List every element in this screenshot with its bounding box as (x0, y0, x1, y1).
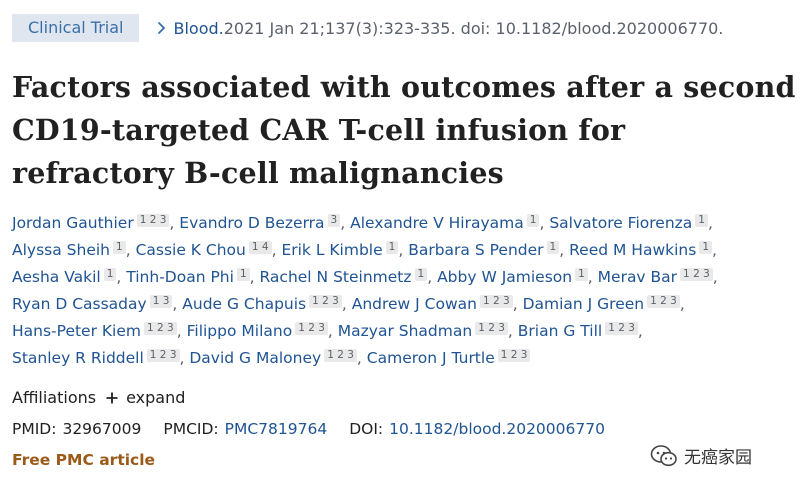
affiliation-number-badge[interactable]: 3 (327, 214, 341, 227)
author-item: Reed M Hawkins 1, (569, 241, 717, 260)
author-name-link[interactable]: Hans-Peter Kiem (12, 322, 141, 341)
author-name-link[interactable]: Filippo Milano (186, 322, 293, 341)
affiliation-number-badge[interactable]: 1 (546, 241, 560, 255)
author-item: Jordan Gauthier 1 2 3, (12, 214, 175, 232)
author-name-link[interactable]: Cameron J Turtle (366, 349, 495, 368)
affiliation-number-badge[interactable]: 1 2 3 (605, 322, 638, 336)
identifiers-row: PMID: 32967009 PMCID: PMC7819764 DOI: 10.1182… (12, 420, 605, 438)
affiliation-number-badge[interactable]: 1 2 3 (295, 322, 328, 336)
pmid-label: PMID: (12, 420, 57, 438)
author-item: Ryan D Cassaday 1 3, (12, 295, 178, 314)
author-item: Erik L Kimble 1, (281, 241, 404, 260)
author-item: Mazyar Shadman 1 2 3, (337, 322, 513, 341)
author-name-link[interactable]: David G Maloney (189, 349, 322, 368)
author-name-link[interactable]: Mazyar Shadman (337, 322, 473, 341)
affiliation-number-badge[interactable]: 1 (385, 241, 399, 255)
author-name-link[interactable]: Salvatore Fiorenza (549, 214, 693, 232)
wechat-logo-icon (650, 444, 678, 468)
affiliation-number-badge[interactable]: 1 4 (248, 241, 272, 255)
affiliation-number-badge[interactable]: 1 (414, 268, 428, 282)
author-name-link[interactable]: Stanley R Riddell (12, 349, 144, 368)
author-item: Merav Bar 1 2 3, (597, 268, 718, 287)
affiliation-number-badge[interactable]: 1 (103, 268, 117, 282)
author-item: Damian J Green 1 2 3, (522, 295, 685, 314)
affiliation-number-badge[interactable]: 1 (526, 214, 540, 227)
affiliations-row: Affiliations expand (12, 388, 185, 407)
publication-type-badge[interactable]: Clinical Trial (12, 14, 140, 42)
citation-text: 2021 Jan 21;137(3):323-335. doi: 10.1182… (223, 18, 724, 38)
author-item: David G Maloney 1 2 3, (189, 349, 362, 368)
author-item: Stanley R Riddell 1 2 3, (12, 349, 185, 368)
affiliation-number-badge[interactable]: 1 (695, 214, 708, 227)
watermark-text: 无癌家园 (684, 448, 752, 468)
affiliation-number-badge[interactable]: 1 3 (149, 295, 173, 309)
author-name-link[interactable]: Merav Bar (597, 268, 678, 287)
author-name-link[interactable]: Jordan Gauthier (12, 214, 134, 232)
author-item: Cameron J Turtle 1 2 3 (367, 349, 531, 367)
watermark: 无癌家园 (650, 443, 752, 468)
author-name-link[interactable]: Brian G Till (517, 322, 603, 341)
doi-label: DOI: (349, 420, 384, 438)
author-name-link[interactable]: Evandro D Bezerra (179, 214, 325, 232)
affiliation-number-badge[interactable]: 1 2 3 (479, 295, 513, 309)
author-name-link[interactable]: Ryan D Cassaday (12, 295, 147, 314)
author-item: Aesha Vakil 1, (12, 268, 122, 287)
pmcid-link[interactable]: PMC7819764 (224, 420, 328, 438)
author-item: Alyssa Sheih 1, (12, 241, 131, 260)
expand-button[interactable]: expand (126, 388, 186, 407)
plus-icon[interactable] (106, 392, 118, 404)
affiliation-number-badge[interactable]: 1 2 3 (647, 295, 680, 309)
affiliation-number-badge[interactable]: 1 2 3 (680, 268, 713, 282)
free-pmc-article-label: Free PMC article (12, 451, 156, 469)
author-name-link[interactable]: Damian J Green (522, 295, 645, 314)
affiliations-label: Affiliations (12, 388, 97, 407)
author-item: Rachel N Steinmetz 1, (259, 268, 433, 287)
author-item: Filippo Milano 1 2 3, (186, 322, 333, 341)
author-name-link[interactable]: Erik L Kimble (281, 241, 383, 260)
affiliation-number-badge[interactable]: 1 2 3 (324, 349, 357, 363)
affiliation-number-badge[interactable]: 1 2 3 (146, 349, 180, 363)
author-item: Aude G Chapuis 1 2 3, (182, 295, 347, 314)
author-name-link[interactable]: Reed M Hawkins (569, 241, 697, 260)
author-item: Salvatore Fiorenza 1, (549, 214, 713, 232)
author-item: Cassie K Chou 1 4, (135, 241, 277, 260)
author-name-link[interactable]: Rachel N Steinmetz (259, 268, 412, 287)
affiliation-number-badge[interactable]: 1 2 3 (144, 322, 177, 336)
author-name-link[interactable]: Barbara S Pender (408, 241, 544, 260)
author-item: Alexandre V Hirayama 1, (350, 214, 545, 232)
article-title: Factors associated with outcomes after a… (12, 70, 796, 190)
affiliation-number-badge[interactable]: 1 (236, 268, 250, 282)
pmid-value: 32967009 (62, 420, 142, 438)
affiliation-number-badge[interactable]: 1 2 3 (475, 322, 508, 336)
author-item: Barbara S Pender 1, (408, 241, 565, 260)
citation-bar: Clinical Trial Blood. 2021 Jan 21;137(3)… (12, 14, 723, 42)
affiliation-number-badge[interactable]: 1 (699, 241, 712, 255)
doi-link[interactable]: 10.1182/blood.2020006770 (389, 420, 605, 438)
affiliation-number-badge[interactable]: 1 2 3 (309, 295, 342, 309)
author-name-link[interactable]: Tinh-Doan Phi (126, 268, 234, 287)
author-name-link[interactable]: Alexandre V Hirayama (350, 214, 524, 232)
chevron-right-icon[interactable] (157, 21, 166, 35)
author-item: Hans-Peter Kiem 1 2 3, (12, 322, 182, 341)
authors-list: Jordan Gauthier 1 2 3, Evandro D Bezerra 3… (12, 210, 792, 373)
author-name-link[interactable]: Aesha Vakil (12, 268, 101, 287)
affiliation-number-badge[interactable]: 1 (113, 241, 126, 255)
pmcid-label: PMCID: (163, 420, 219, 438)
author-item: Brian G Till 1 2 3, (517, 322, 643, 341)
author-item: Abby W Jamieson 1, (437, 268, 593, 287)
affiliation-number-badge[interactable]: 1 2 3 (136, 214, 170, 227)
author-item: Evandro D Bezerra 3, (179, 214, 346, 232)
author-item: Andrew J Cowan 1 2 3, (351, 295, 518, 314)
affiliation-number-badge[interactable]: 1 (575, 268, 588, 282)
journal-link[interactable]: Blood. (173, 18, 224, 38)
author-name-link[interactable]: Abby W Jamieson (437, 268, 573, 287)
affiliation-number-badge[interactable]: 1 2 3 (497, 349, 531, 363)
author-name-link[interactable]: Cassie K Chou (135, 241, 246, 260)
author-name-link[interactable]: Andrew J Cowan (351, 295, 477, 314)
author-name-link[interactable]: Aude G Chapuis (182, 295, 307, 314)
author-name-link[interactable]: Alyssa Sheih (12, 241, 110, 260)
author-item: Tinh-Doan Phi 1, (126, 268, 255, 287)
